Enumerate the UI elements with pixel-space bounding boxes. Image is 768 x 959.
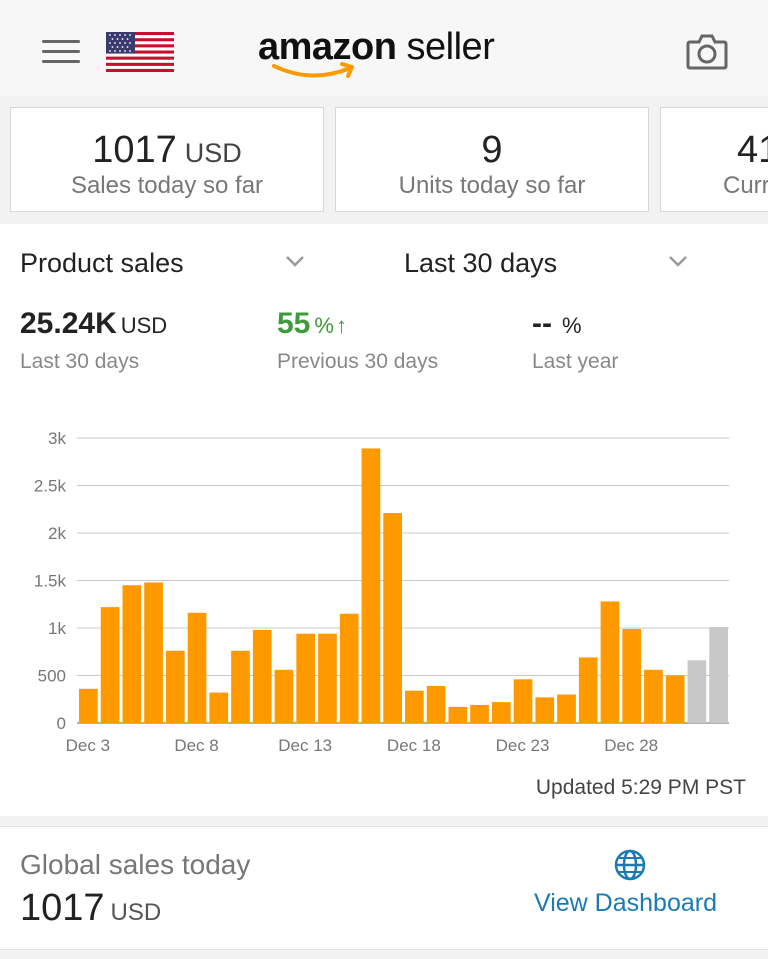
range-dropdown[interactable]: Last 30 days <box>404 244 694 284</box>
global-sales-label: Global sales today <box>20 849 251 880</box>
y-tick-label: 2k <box>48 524 66 543</box>
hamburger-menu-icon[interactable] <box>42 38 80 64</box>
bar-dec-3[interactable] <box>79 688 98 723</box>
x-tick-label: Dec 18 <box>387 736 441 755</box>
bar-dec-20[interactable] <box>448 706 468 723</box>
us-flag-icon[interactable] <box>106 32 174 72</box>
chevron-down-icon <box>286 256 304 267</box>
metric-dropdown[interactable]: Product sales <box>20 244 310 284</box>
metric-previous-30-days: 55 %↑ Previous 30 days <box>277 306 438 374</box>
bar-dec-5[interactable] <box>122 585 142 723</box>
bar-dec-19[interactable] <box>426 685 446 723</box>
bar-dec-11[interactable] <box>252 629 272 723</box>
tile-label: Units today so far <box>398 172 586 199</box>
x-tick-label: Dec 8 <box>174 736 218 755</box>
bar-dec-17[interactable] <box>383 513 402 723</box>
bar-dec-29[interactable] <box>644 669 663 723</box>
tile-label: Current <box>723 172 768 199</box>
sales-bar-chart: 0 500 1k 1.5k 2k 2.5k 3k Dec 3 Dec 8 Dec 13 Dec 18… <box>34 429 729 755</box>
tile-value: 1017 USD <box>92 129 242 171</box>
y-tick-label: 1k <box>48 619 66 638</box>
metric-label: Last 30 days <box>20 350 140 373</box>
metric-value: 25.24K USD <box>20 307 168 340</box>
metric-dropdown-label: Product sales <box>20 248 184 278</box>
metric-last-30-days: 25.24K USD Last 30 days <box>20 306 167 374</box>
bar-dec-14[interactable] <box>318 633 337 723</box>
sales-today-tile[interactable]: 1017 USD Sales today so far <box>10 107 324 212</box>
app-header: amazon seller <box>0 0 768 97</box>
metric-label: Last year <box>532 350 619 373</box>
x-tick-label: Dec 3 <box>66 736 110 755</box>
bar-dec-21[interactable] <box>470 704 489 723</box>
x-tick-label: Dec 13 <box>278 736 332 755</box>
x-tick-label: Dec 28 <box>604 736 658 755</box>
x-tick-label: Dec 23 <box>496 736 550 755</box>
bar-dec-12[interactable] <box>274 669 294 723</box>
bar-dec-13[interactable] <box>296 633 316 723</box>
y-tick-label: 1.5k <box>34 572 67 591</box>
bar-dec-30[interactable] <box>665 675 685 724</box>
y-tick-label: 0 <box>57 714 66 733</box>
product-sales-panel: Product sales Last 30 days 25.24K USD Las… <box>0 224 768 816</box>
bar-dec-24[interactable] <box>535 697 555 723</box>
bar-dec-26[interactable] <box>578 657 598 723</box>
updated-timestamp: Updated 5:29 PM PST <box>535 776 746 799</box>
bar-dec-28[interactable] <box>622 628 642 723</box>
y-tick-label: 2.5k <box>34 477 67 496</box>
tile-value: 9 <box>481 129 503 171</box>
bar-dec-15[interactable] <box>339 613 359 723</box>
bar-dec-8[interactable] <box>187 612 207 723</box>
brand-bold: amazon <box>258 26 397 68</box>
current-tile[interactable]: 41 Current <box>660 107 768 212</box>
bar-dec-18[interactable] <box>405 690 424 723</box>
units-today-tile[interactable]: 9 Units today so far <box>335 107 649 212</box>
y-tick-label: 500 <box>38 667 66 686</box>
metric-value: --% <box>532 307 582 340</box>
bar-dec-6[interactable] <box>144 582 163 723</box>
metric-value: 55 %↑ <box>277 307 347 340</box>
tile-label: Sales today so far <box>70 172 264 199</box>
bar-dec-4[interactable] <box>100 607 120 723</box>
bar-dec-16[interactable] <box>361 448 381 723</box>
tile-value: 41 <box>737 129 768 171</box>
view-dashboard-link[interactable]: View Dashboard <box>534 889 717 917</box>
bar-dec-31[interactable] <box>687 660 707 723</box>
amazon-smile-icon <box>272 62 354 78</box>
bar-dec-25[interactable] <box>557 694 576 724</box>
arrow-up-icon: ↑ <box>335 313 347 338</box>
metric-last-year: --% Last year <box>532 306 618 374</box>
bar-dec-23[interactable] <box>513 679 533 723</box>
chevron-down-icon <box>669 256 687 267</box>
global-sales-value: 1017 USD <box>20 887 162 929</box>
global-sales-panel: Global sales today 1017 USD View Dashboar… <box>0 826 768 950</box>
y-tick-label: 3k <box>48 429 66 448</box>
bar-dec-10[interactable] <box>231 650 250 723</box>
bar-dec-27[interactable] <box>600 601 620 723</box>
camera-icon[interactable] <box>686 32 728 72</box>
bar-dec-9[interactable] <box>209 692 229 723</box>
brand-rest: seller <box>396 26 495 68</box>
metric-label: Previous 30 days <box>277 350 439 373</box>
kpi-tiles: 1017 USD Sales today so far 9 Units today… <box>0 96 768 224</box>
bar-dec-7[interactable] <box>165 650 185 723</box>
amazon-seller-logo: amazon seller <box>258 24 518 84</box>
bar-dec-22[interactable] <box>491 702 511 723</box>
globe-icon[interactable] <box>614 849 646 881</box>
bar-jan-1[interactable] <box>709 627 728 723</box>
range-dropdown-label: Last 30 days <box>404 248 558 278</box>
